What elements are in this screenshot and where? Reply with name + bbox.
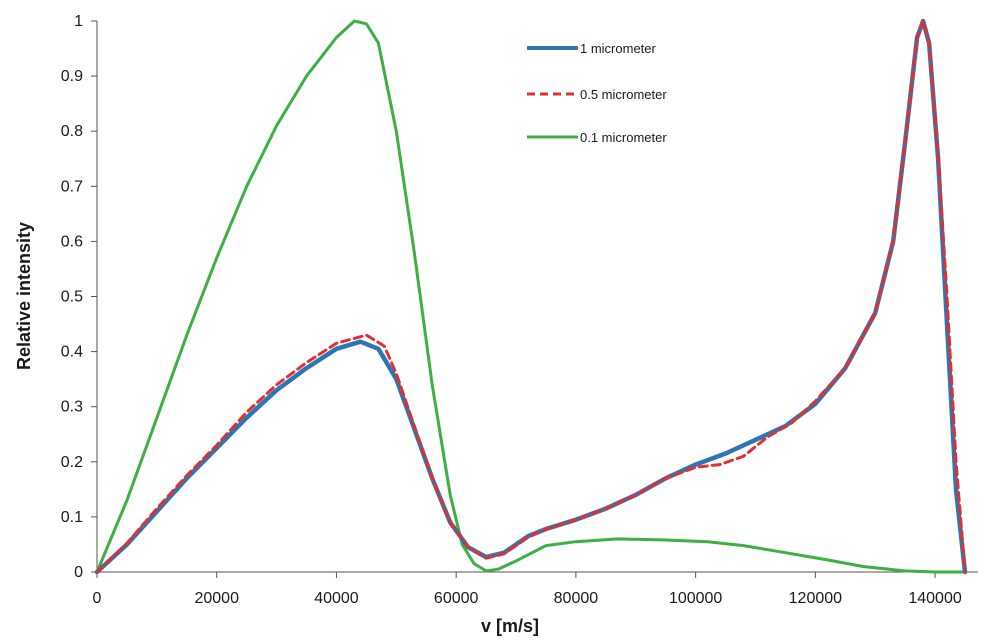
series-line-0-1-micrometer: [95, 19, 967, 574]
y-tick-label: 0.4: [61, 344, 83, 361]
y-tick-label: 1: [74, 13, 83, 30]
x-tick-label: 20000: [194, 590, 239, 607]
legend-label-0-1-micrometer: 0.1 micrometer: [580, 130, 667, 145]
y-tick-label: 0.5: [61, 289, 83, 306]
y-axis-title: Relative intensity: [14, 222, 34, 370]
series-line-0-5-micrometer: [95, 19, 967, 574]
legend-item-0-1-micrometer: 0.1 micrometer: [527, 130, 667, 145]
y-tick-label: 0: [74, 564, 83, 581]
series-line-1-micrometer: [94, 18, 968, 575]
y-tick-label: 0.6: [61, 233, 83, 250]
x-tick-label: 0: [93, 590, 102, 607]
y-tick-label: 0.3: [61, 399, 83, 416]
x-ticks: 0 20000 40000 60000 80000 100000 120000 140000: [93, 572, 962, 607]
x-tick-label: 120000: [789, 590, 842, 607]
y-tick-label: 0.9: [61, 68, 83, 85]
y-tick-label: 0.1: [61, 509, 83, 526]
y-tick-label: 0.8: [61, 123, 83, 140]
legend-label-0-5-micrometer: 0.5 micrometer: [580, 87, 667, 102]
legend-label-1-micrometer: 1 micrometer: [580, 41, 657, 56]
x-tick-label: 100000: [669, 590, 722, 607]
x-tick-label: 40000: [314, 590, 359, 607]
y-ticks: 0 0.1 0.2 0.3 0.4 0.5 0.6 0.7 0.8 0.9 1: [61, 13, 97, 581]
legend-item-0-5-micrometer: 0.5 micrometer: [527, 87, 667, 102]
y-tick-label: 0.2: [61, 454, 83, 471]
legend-item-1-micrometer: 1 micrometer: [527, 41, 657, 56]
x-axis-title: v [m/s]: [481, 616, 539, 636]
x-tick-label: 80000: [554, 590, 599, 607]
series-lines: [94, 18, 968, 575]
plot-area: 0 0.1 0.2 0.3 0.4 0.5 0.6 0.7 0.8 0.9 1 0 20000 4000…: [61, 13, 978, 607]
legend: 1 micrometer 0.5 micrometer 0.1 micromet…: [527, 41, 667, 145]
x-tick-label: 60000: [434, 590, 479, 607]
y-tick-label: 0.7: [61, 178, 83, 195]
x-tick-label: 140000: [908, 590, 961, 607]
